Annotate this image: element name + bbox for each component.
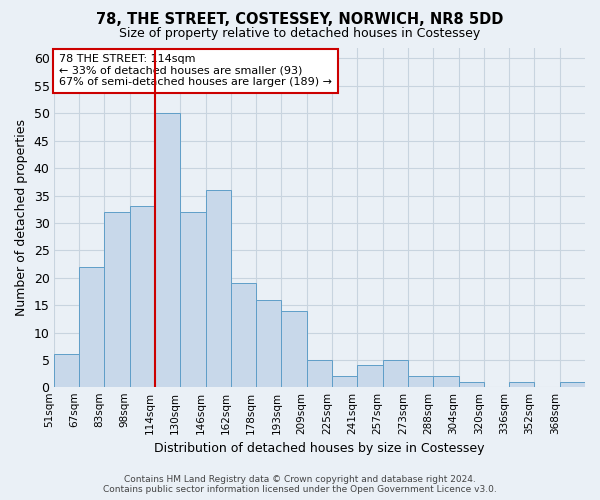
- Bar: [79, 267, 104, 388]
- Text: Contains HM Land Registry data © Crown copyright and database right 2024.
Contai: Contains HM Land Registry data © Crown c…: [103, 474, 497, 494]
- Bar: [509, 382, 535, 388]
- Bar: [206, 190, 231, 388]
- Bar: [231, 283, 256, 388]
- Bar: [256, 300, 281, 388]
- Bar: [560, 382, 585, 388]
- Bar: [433, 376, 458, 388]
- Bar: [458, 382, 484, 388]
- Text: 78 THE STREET: 114sqm
← 33% of detached houses are smaller (93)
67% of semi-deta: 78 THE STREET: 114sqm ← 33% of detached …: [59, 54, 332, 88]
- Text: 78, THE STREET, COSTESSEY, NORWICH, NR8 5DD: 78, THE STREET, COSTESSEY, NORWICH, NR8 …: [97, 12, 503, 28]
- X-axis label: Distribution of detached houses by size in Costessey: Distribution of detached houses by size …: [154, 442, 485, 455]
- Bar: [104, 212, 130, 388]
- Bar: [180, 212, 206, 388]
- Y-axis label: Number of detached properties: Number of detached properties: [15, 119, 28, 316]
- Text: Size of property relative to detached houses in Costessey: Size of property relative to detached ho…: [119, 28, 481, 40]
- Bar: [408, 376, 433, 388]
- Bar: [155, 114, 180, 388]
- Bar: [307, 360, 332, 388]
- Bar: [54, 354, 79, 388]
- Bar: [358, 366, 383, 388]
- Bar: [383, 360, 408, 388]
- Bar: [332, 376, 358, 388]
- Bar: [130, 206, 155, 388]
- Bar: [281, 310, 307, 388]
